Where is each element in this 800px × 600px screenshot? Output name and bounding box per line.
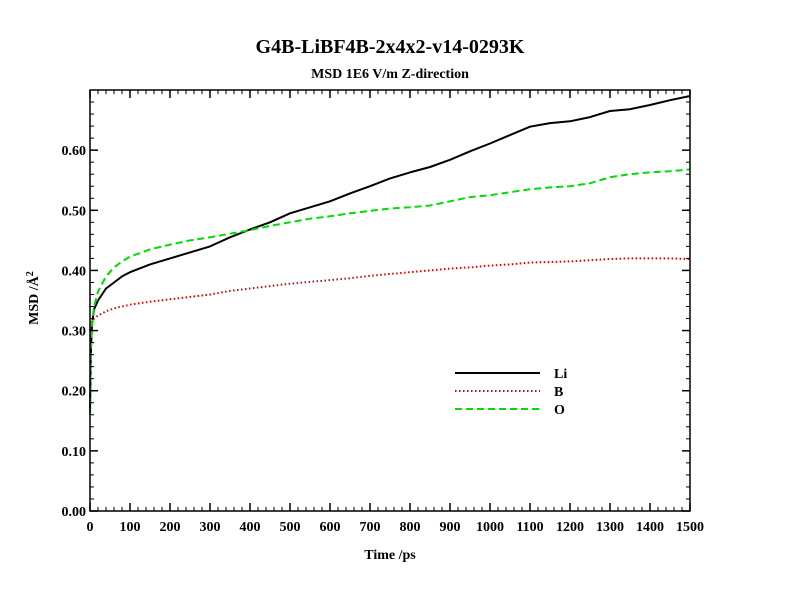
x-tick-label: 1000 <box>476 520 504 535</box>
chart-subtitle: MSD 1E6 V/m Z-direction <box>311 67 469 82</box>
x-tick-label: 1500 <box>676 520 704 535</box>
legend-label-o: O <box>554 403 565 418</box>
x-axis-label: Time /ps <box>364 548 416 563</box>
x-tick-label: 700 <box>360 520 381 535</box>
axes-layer: 0 100 200 300 400 500 600 700 800 900 1000 1100 1200… <box>62 89 704 535</box>
legend: Li BO <box>455 367 567 418</box>
x-tick-label: 500 <box>280 520 301 535</box>
y-axis-label-sup: 2 <box>25 271 36 276</box>
x-tick-label: 300 <box>200 520 221 535</box>
legend-label-li: Li <box>554 367 567 382</box>
y-tick-label: 0.30 <box>62 325 87 340</box>
x-tick-label: 1200 <box>556 520 584 535</box>
legend-label-b: B <box>554 385 563 400</box>
x-tick-label: 1300 <box>596 520 624 535</box>
series-line-li <box>89 95 691 415</box>
y-tick-label: 0.60 <box>62 144 87 159</box>
y-tick-label: 0.00 <box>62 505 87 520</box>
x-tick-label: 600 <box>320 520 341 535</box>
chart-title: G4B-LiBF4B-2x4x2-v14-0293K <box>256 36 525 58</box>
x-tick-label: 400 <box>240 520 261 535</box>
y-tick-label: 0.40 <box>62 264 87 279</box>
series-line-o <box>89 168 691 415</box>
y-axis-label: MSD /Å2 <box>25 271 43 325</box>
x-tick-label: 200 <box>160 520 181 535</box>
x-tick-label: 100 <box>120 520 141 535</box>
series-line-b <box>89 257 691 331</box>
series-layer <box>89 95 691 415</box>
y-tick-label: 0.50 <box>62 204 87 219</box>
y-tick-label: 0.10 <box>62 445 87 460</box>
x-tick-label: 1100 <box>516 520 543 535</box>
x-tick-label: 800 <box>400 520 421 535</box>
x-tick-label: 900 <box>440 520 461 535</box>
y-axis-label-main: MSD /Å <box>26 275 42 325</box>
plot-frame <box>89 89 691 512</box>
y-tick-label: 0.20 <box>62 385 87 400</box>
x-tick-label: 0 <box>87 520 94 535</box>
x-tick-label: 1400 <box>636 520 664 535</box>
